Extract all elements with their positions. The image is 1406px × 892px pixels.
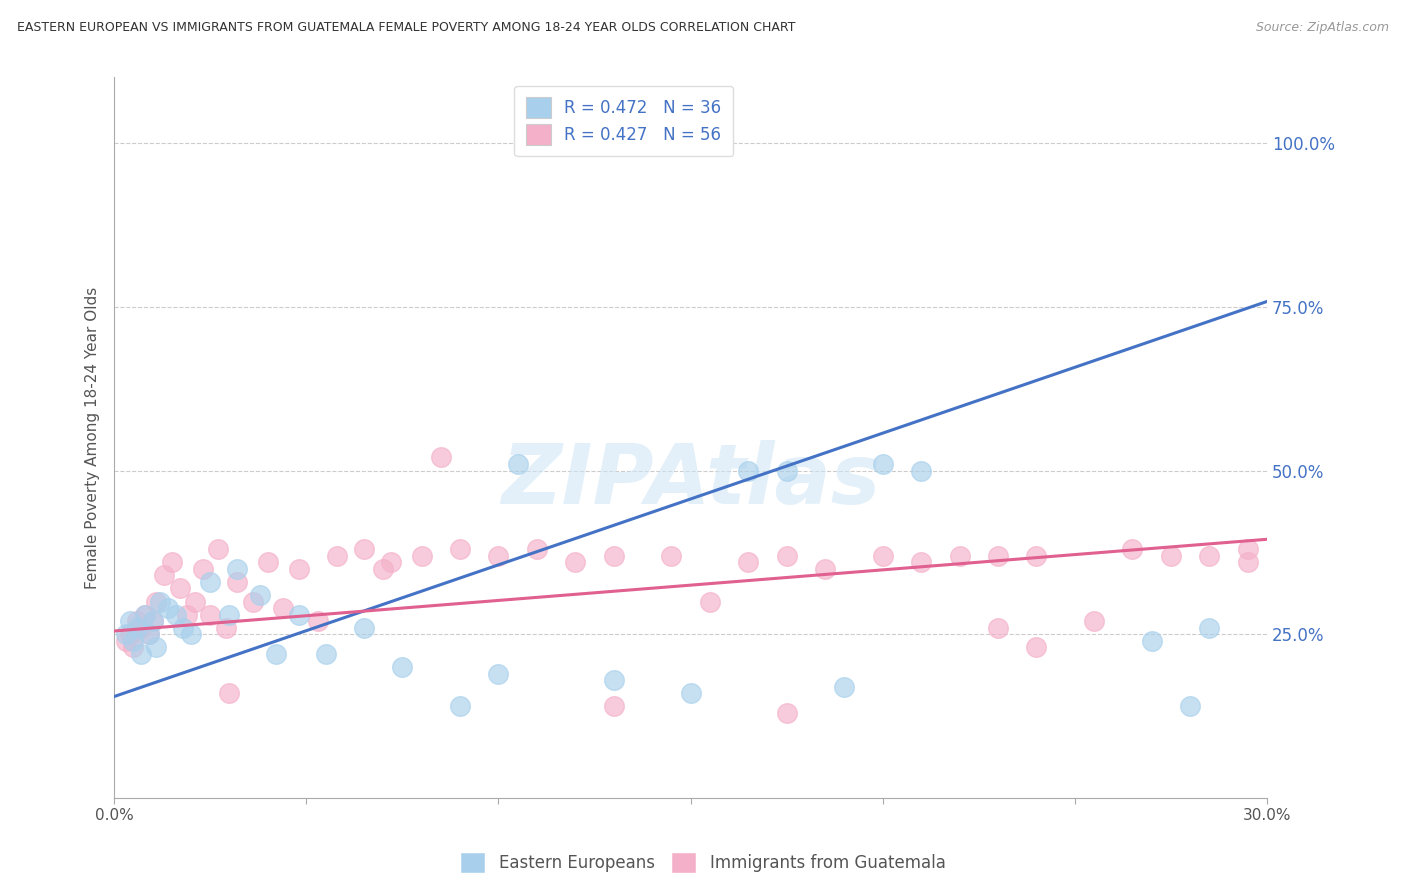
- Point: [176, 607, 198, 622]
- Point: [315, 647, 337, 661]
- Point: [257, 555, 280, 569]
- Point: [737, 463, 759, 477]
- Point: [218, 607, 240, 622]
- Point: [602, 549, 624, 563]
- Point: [353, 542, 375, 557]
- Point: [1025, 640, 1047, 655]
- Point: [775, 706, 797, 720]
- Point: [602, 673, 624, 687]
- Point: [430, 450, 453, 465]
- Point: [373, 562, 395, 576]
- Point: [910, 555, 932, 569]
- Point: [1236, 542, 1258, 557]
- Point: [775, 463, 797, 477]
- Point: [118, 614, 141, 628]
- Point: [307, 614, 329, 628]
- Point: [910, 463, 932, 477]
- Point: [218, 686, 240, 700]
- Point: [526, 542, 548, 557]
- Point: [1121, 542, 1143, 557]
- Point: [138, 627, 160, 641]
- Point: [679, 686, 702, 700]
- Point: [149, 594, 172, 608]
- Point: [122, 633, 145, 648]
- Point: [145, 594, 167, 608]
- Point: [775, 549, 797, 563]
- Point: [114, 633, 136, 648]
- Legend: R = 0.472   N = 36, R = 0.427   N = 56: R = 0.472 N = 36, R = 0.427 N = 56: [515, 86, 734, 156]
- Point: [380, 555, 402, 569]
- Point: [737, 555, 759, 569]
- Point: [180, 627, 202, 641]
- Point: [134, 607, 156, 622]
- Point: [353, 621, 375, 635]
- Point: [129, 647, 152, 661]
- Point: [449, 542, 471, 557]
- Point: [129, 621, 152, 635]
- Point: [832, 680, 855, 694]
- Point: [872, 549, 894, 563]
- Point: [1140, 633, 1163, 648]
- Point: [127, 621, 149, 635]
- Point: [169, 582, 191, 596]
- Point: [391, 660, 413, 674]
- Point: [214, 621, 236, 635]
- Point: [1198, 549, 1220, 563]
- Point: [699, 594, 721, 608]
- Point: [118, 627, 141, 641]
- Point: [564, 555, 586, 569]
- Point: [987, 621, 1010, 635]
- Y-axis label: Female Poverty Among 18-24 Year Olds: Female Poverty Among 18-24 Year Olds: [86, 286, 100, 589]
- Point: [486, 549, 509, 563]
- Point: [948, 549, 970, 563]
- Point: [264, 647, 287, 661]
- Text: EASTERN EUROPEAN VS IMMIGRANTS FROM GUATEMALA FEMALE POVERTY AMONG 18-24 YEAR OL: EASTERN EUROPEAN VS IMMIGRANTS FROM GUAT…: [17, 21, 796, 34]
- Point: [659, 549, 682, 563]
- Point: [411, 549, 433, 563]
- Point: [486, 666, 509, 681]
- Point: [156, 601, 179, 615]
- Point: [226, 562, 249, 576]
- Point: [242, 594, 264, 608]
- Point: [249, 588, 271, 602]
- Point: [287, 607, 309, 622]
- Point: [1025, 549, 1047, 563]
- Point: [122, 640, 145, 655]
- Point: [1160, 549, 1182, 563]
- Point: [207, 542, 229, 557]
- Point: [287, 562, 309, 576]
- Point: [814, 562, 837, 576]
- Point: [1198, 621, 1220, 635]
- Point: [191, 562, 214, 576]
- Point: [142, 614, 165, 628]
- Point: [165, 607, 187, 622]
- Point: [153, 568, 176, 582]
- Point: [138, 627, 160, 641]
- Point: [134, 607, 156, 622]
- Text: ZIPAtlas: ZIPAtlas: [501, 441, 880, 522]
- Point: [872, 457, 894, 471]
- Point: [987, 549, 1010, 563]
- Point: [160, 555, 183, 569]
- Point: [200, 607, 222, 622]
- Point: [1236, 555, 1258, 569]
- Point: [145, 640, 167, 655]
- Point: [271, 601, 294, 615]
- Point: [506, 457, 529, 471]
- Point: [172, 621, 194, 635]
- Point: [1083, 614, 1105, 628]
- Point: [449, 699, 471, 714]
- Point: [142, 614, 165, 628]
- Point: [326, 549, 349, 563]
- Point: [602, 699, 624, 714]
- Text: Source: ZipAtlas.com: Source: ZipAtlas.com: [1256, 21, 1389, 34]
- Point: [226, 574, 249, 589]
- Point: [127, 614, 149, 628]
- Legend: Eastern Europeans, Immigrants from Guatemala: Eastern Europeans, Immigrants from Guate…: [454, 846, 952, 880]
- Point: [184, 594, 207, 608]
- Point: [200, 574, 222, 589]
- Point: [1178, 699, 1201, 714]
- Point: [114, 627, 136, 641]
